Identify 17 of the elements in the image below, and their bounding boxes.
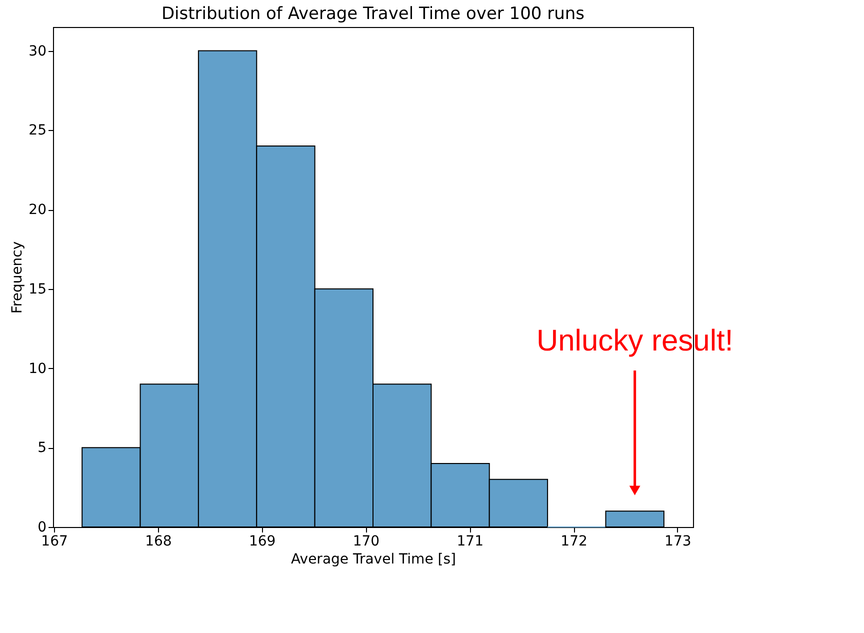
y-tick-label: 20: [28, 202, 46, 218]
y-tick-label: 25: [28, 122, 46, 139]
y-tick-label: 30: [28, 43, 46, 60]
x-axis-title: Average Travel Time [s]: [291, 552, 456, 568]
x-tick-label: 173: [664, 534, 692, 550]
x-tick-label: 172: [560, 534, 588, 550]
y-tick-label: 10: [28, 360, 46, 377]
y-axis-title: Frequency: [10, 241, 26, 314]
chart-title: Distribution of Average Travel Time over 100 runs: [161, 4, 585, 24]
x-tick-label: 170: [352, 534, 380, 550]
y-tick-label: 0: [38, 520, 46, 536]
x-tick-label: 168: [145, 534, 172, 550]
y-tick-label: 5: [38, 440, 46, 456]
x-tick-label: 167: [41, 534, 68, 550]
y-tick-label: 15: [28, 281, 46, 298]
x-tick-label: 169: [248, 534, 276, 550]
x-tick-label: 171: [456, 534, 484, 550]
